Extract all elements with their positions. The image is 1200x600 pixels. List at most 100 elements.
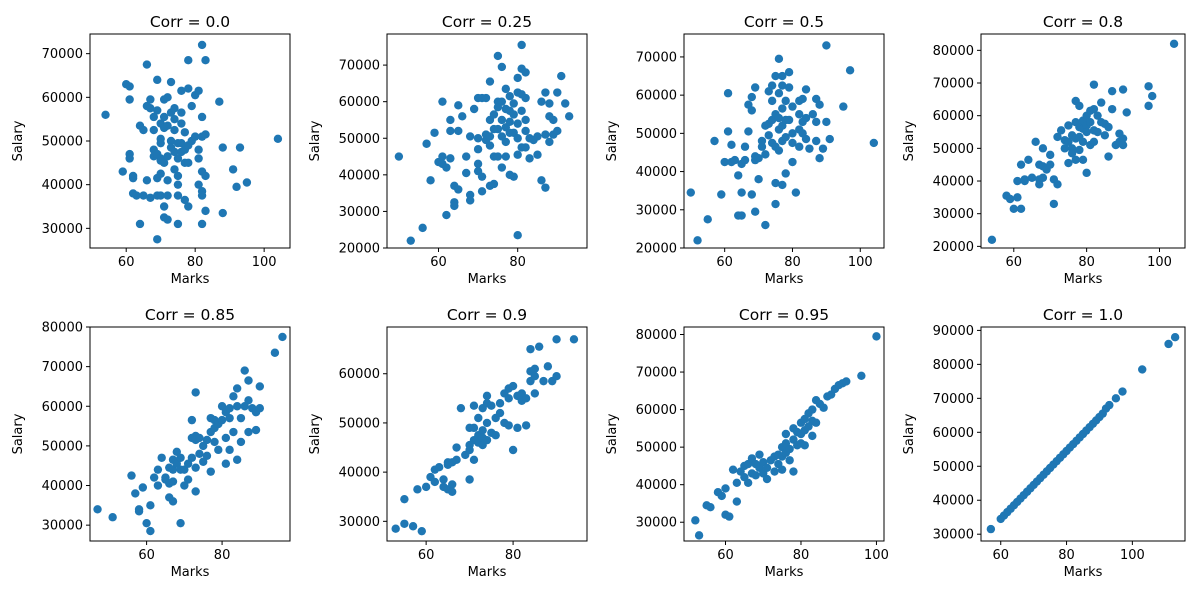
data-point: [187, 101, 196, 111]
data-point: [454, 101, 463, 110]
data-point: [767, 81, 777, 90]
data-point: [153, 235, 162, 244]
data-point: [869, 138, 879, 148]
data-point: [201, 130, 210, 139]
data-point: [737, 211, 746, 220]
data-point: [1013, 176, 1022, 186]
data-point: [177, 138, 186, 148]
data-point: [244, 376, 253, 385]
data-point: [1093, 127, 1102, 137]
data-point: [489, 110, 499, 119]
data-point: [744, 127, 753, 136]
y-axis-label: Salary: [902, 120, 917, 161]
data-point: [732, 478, 742, 488]
data-point: [822, 41, 831, 50]
data-point: [545, 137, 554, 147]
data-point: [163, 152, 172, 161]
data-point: [448, 487, 457, 497]
data-point: [774, 54, 784, 64]
data-point: [235, 143, 245, 152]
data-point: [750, 83, 760, 92]
data-point: [184, 56, 193, 65]
data-point: [465, 445, 474, 455]
y-tick-label: 30000: [636, 203, 677, 218]
data-point: [159, 202, 169, 211]
data-point: [421, 482, 431, 492]
x-axis-label: Marks: [765, 272, 804, 287]
data-point: [553, 88, 562, 97]
data-point: [163, 93, 172, 102]
data-point: [508, 381, 518, 391]
data-point: [442, 210, 451, 220]
data-point: [1118, 134, 1128, 143]
data-point: [232, 384, 242, 393]
y-tick-label: 40000: [636, 478, 677, 493]
data-point: [1089, 104, 1099, 114]
data-point: [1104, 152, 1113, 161]
data-point: [473, 159, 483, 169]
data-point: [446, 126, 455, 136]
data-point: [190, 132, 200, 141]
data-point: [225, 413, 234, 423]
data-point: [822, 117, 831, 127]
data-point: [1107, 86, 1117, 96]
data-point: [458, 112, 467, 121]
data-point: [217, 415, 227, 425]
data-point: [549, 115, 558, 125]
data-point: [781, 169, 790, 178]
data-point: [543, 362, 553, 371]
data-point: [170, 147, 179, 157]
data-point: [493, 124, 503, 134]
data-point: [469, 455, 479, 465]
y-tick-label: 70000: [933, 77, 974, 92]
data-point: [1122, 108, 1131, 117]
data-point: [513, 134, 522, 143]
subplot-8: 60 80 100 30000 40000 50000 60000 70000 80000 900…: [902, 306, 1186, 580]
data-point: [406, 236, 415, 245]
y-tick-label: 60000: [339, 95, 380, 110]
data-point: [1086, 118, 1095, 127]
y-tick-label: 60000: [933, 109, 974, 124]
data-point: [1064, 121, 1073, 130]
data-point: [156, 138, 165, 148]
subplot-3: 60 80 100 20000 30000 40000 50000 60000 70000 Cor…: [605, 13, 885, 287]
y-tick-label: 20000: [933, 240, 974, 255]
axes-frame: [980, 33, 1186, 249]
data-point: [244, 427, 253, 437]
data-point: [521, 421, 531, 430]
data-point: [1089, 80, 1099, 89]
data-point: [521, 115, 530, 125]
x-tick-label: 100: [848, 255, 873, 270]
data-point: [1038, 144, 1048, 153]
data-point: [139, 125, 148, 135]
data-point: [240, 366, 249, 375]
data-point: [564, 112, 574, 121]
y-tick-label: 60000: [339, 367, 380, 382]
data-point: [1064, 158, 1073, 168]
data-point: [197, 219, 207, 229]
chart-title: Corr = 0.8: [1043, 13, 1123, 31]
data-point: [497, 62, 507, 72]
data-point: [815, 153, 824, 163]
data-point: [176, 453, 185, 462]
data-point: [505, 117, 514, 126]
data-point: [747, 106, 756, 115]
y-tick-label: 60000: [636, 89, 677, 104]
data-point: [808, 405, 817, 414]
y-tick-label: 80000: [933, 358, 974, 373]
data-point: [815, 100, 824, 109]
data-point: [785, 444, 794, 454]
data-point: [1078, 137, 1088, 147]
data-point: [251, 425, 261, 435]
data-point: [430, 477, 440, 487]
data-point: [720, 157, 729, 167]
data-point: [206, 467, 215, 476]
data-point: [513, 150, 522, 159]
data-point: [413, 485, 422, 494]
data-point: [146, 95, 155, 104]
data-point: [473, 145, 483, 154]
data-point: [762, 474, 772, 484]
data-point: [734, 171, 743, 180]
data-point: [737, 188, 746, 197]
data-point: [800, 441, 809, 450]
